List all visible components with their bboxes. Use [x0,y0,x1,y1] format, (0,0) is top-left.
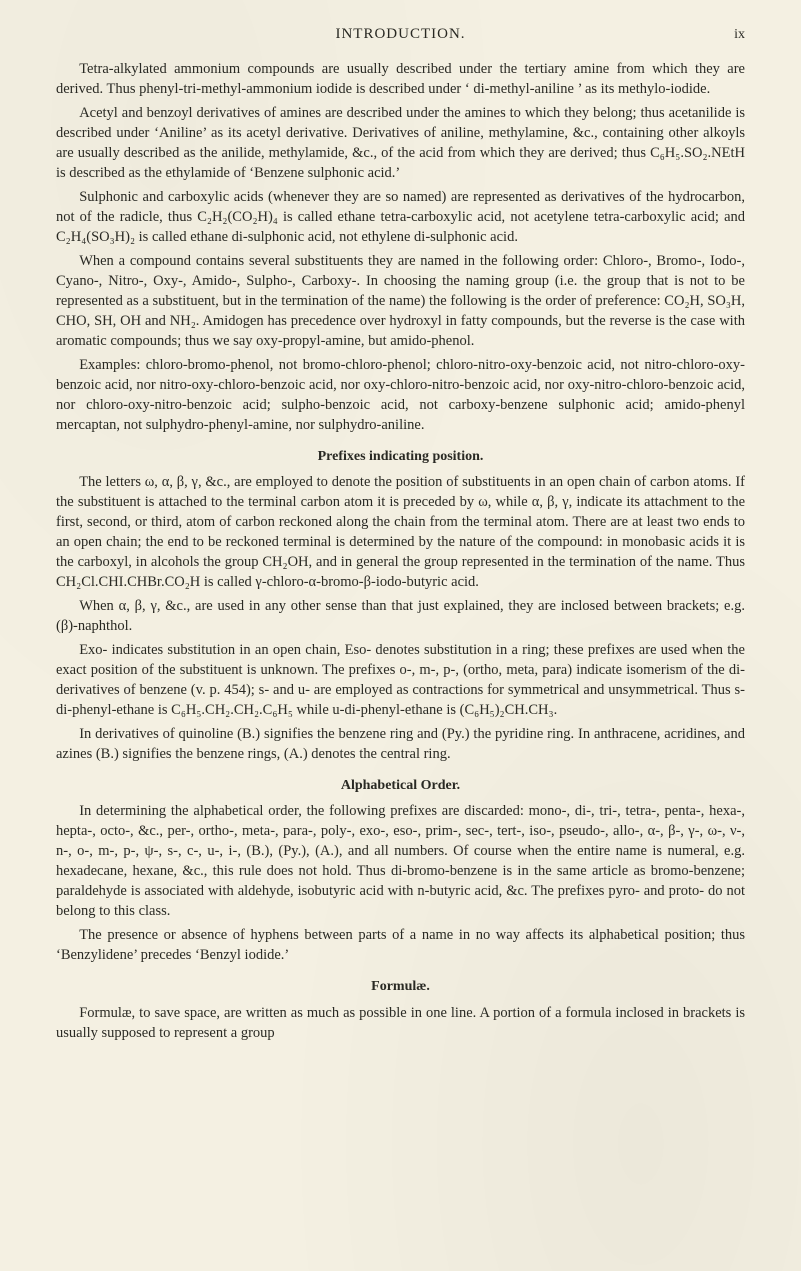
body-paragraph: Exo- indicates substitution in an open c… [56,640,745,720]
body-paragraph: In determining the alphabetical order, t… [56,801,745,921]
page-number: ix [705,25,745,44]
body-paragraph: When α, β, γ, &c., are used in any other… [56,596,745,636]
body-paragraph: Tetra-alkylated ammonium compounds are u… [56,59,745,99]
body-paragraph: Acetyl and benzoyl derivatives of amines… [56,103,745,183]
body-paragraph: In derivatives of quinoline (B.) signifi… [56,724,745,764]
body-paragraph: When a compound contains several substit… [56,251,745,351]
page-header: INTRODUCTION. ix [56,24,745,45]
section-title-alpha: Alphabetical Order. [56,776,745,795]
body-paragraph: The letters ω, α, β, γ, &c., are employe… [56,472,745,592]
body-paragraph: Formulæ, to save space, are written as m… [56,1003,745,1043]
running-title: INTRODUCTION. [96,24,705,45]
body-paragraph: Sulphonic and carboxylic acids (whenever… [56,187,745,247]
section-title-formulae: Formulæ. [56,977,745,996]
body-paragraph: Examples: chloro-bromo-phenol, not bromo… [56,355,745,435]
body-paragraph: The presence or absence of hyphens betwe… [56,925,745,965]
section-title-prefixes: Prefixes indicating position. [56,447,745,466]
